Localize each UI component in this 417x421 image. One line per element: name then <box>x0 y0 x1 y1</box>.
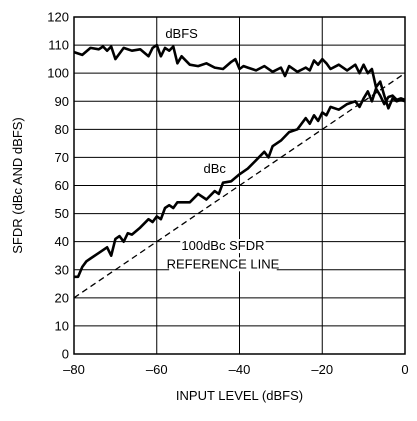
y-tick-label: 0 <box>62 347 69 362</box>
reference-line <box>73 72 406 299</box>
x-axis-title: INPUT LEVEL (dBFS) <box>176 388 303 403</box>
annotation-bg <box>164 27 199 42</box>
y-tick-label: 100 <box>47 66 69 81</box>
annotation-label: dBFS <box>165 26 198 41</box>
series-line-dbc <box>74 87 406 279</box>
x-tick-label: 0 <box>401 362 408 377</box>
series-line-dbfs <box>73 43 406 110</box>
y-tick-label: 30 <box>55 262 69 277</box>
x-tick-label: –80 <box>63 362 85 377</box>
annotation-label: dBc <box>203 161 226 176</box>
annotation-label: REFERENCE LINE <box>167 256 280 271</box>
annotation-label: 100dBc SFDR <box>181 238 264 253</box>
y-tick-label: 80 <box>55 122 69 137</box>
y-axis-title: SFDR (dBc AND dBFS) <box>10 117 25 254</box>
annotations: dBFS dBc 100dBc SFDR REFERENCE LINE <box>164 26 280 272</box>
x-tick-labels: –80 –60 –40 –20 0 <box>63 362 408 377</box>
y-tick-label: 20 <box>55 290 69 305</box>
y-tick-label: 10 <box>55 318 69 333</box>
y-tick-labels: 0 10 20 30 40 50 60 70 80 90 100 110 120 <box>47 10 69 362</box>
y-tick-label: 40 <box>55 234 69 249</box>
annotation-bg <box>180 239 266 254</box>
y-tick-label: 90 <box>55 94 69 109</box>
y-tick-label: 50 <box>55 206 69 221</box>
reference-line-layer <box>73 72 406 299</box>
x-tick-label: –60 <box>146 362 168 377</box>
plot-frame <box>73 16 406 355</box>
y-tick-label: 110 <box>48 38 69 53</box>
annotation-bg <box>201 161 228 176</box>
x-tick-label: –20 <box>311 362 333 377</box>
annotation-bg <box>169 257 277 272</box>
x-tick-label: –40 <box>229 362 251 377</box>
y-tick-label: 60 <box>55 178 69 193</box>
y-tick-label: 120 <box>47 10 69 25</box>
y-tick-label: 70 <box>55 150 69 165</box>
series-layer <box>73 43 406 279</box>
